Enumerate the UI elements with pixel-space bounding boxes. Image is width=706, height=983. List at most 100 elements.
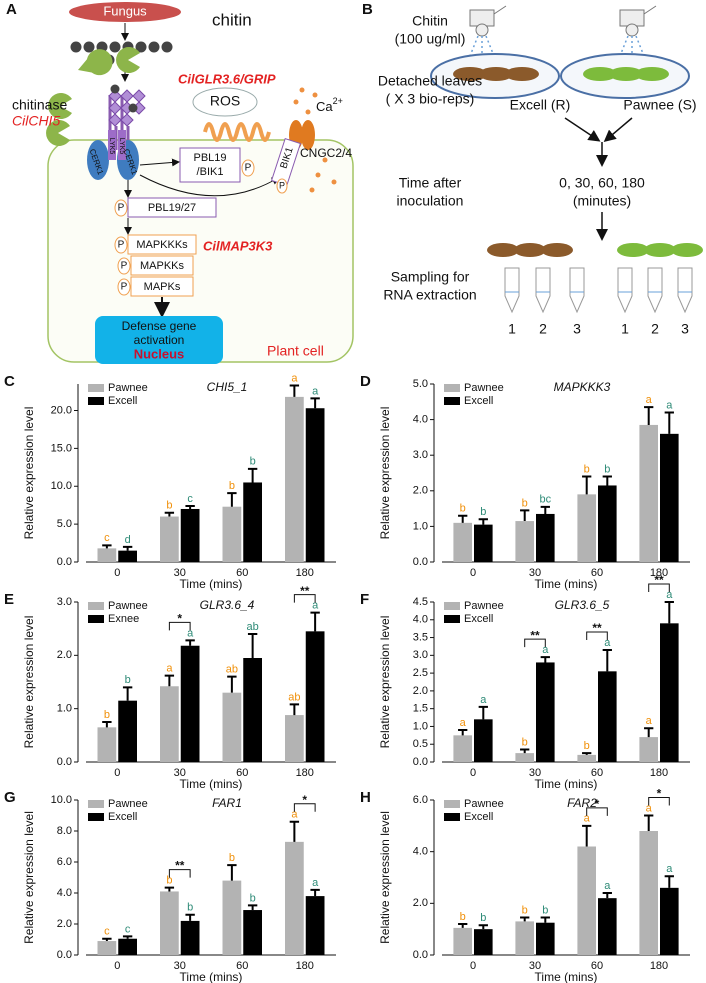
panel-label: D <box>360 373 371 390</box>
group-letter: a <box>604 880 611 892</box>
group-letter: b <box>104 709 110 721</box>
error-bar <box>664 601 674 624</box>
error-bar <box>289 384 300 397</box>
group-letter: a <box>646 394 653 406</box>
y-axis-title: Relative expression level <box>22 616 36 749</box>
legend-label: Pawnee <box>108 382 148 394</box>
step-label: Time after <box>399 175 462 191</box>
x-tick-label: 60 <box>591 567 603 579</box>
panel-label: E <box>4 591 14 608</box>
y-tick-label: 8.0 <box>57 825 72 837</box>
x-axis-title: Time (mins) <box>180 970 243 983</box>
error-bar <box>289 820 300 842</box>
group-letter: b <box>480 912 486 924</box>
group-letter: b <box>460 911 466 923</box>
phospho-label: P <box>118 203 125 214</box>
bar <box>660 887 679 955</box>
bar <box>639 424 658 562</box>
x-tick-label: 60 <box>236 960 248 972</box>
box-label: MAPKs <box>144 281 181 293</box>
group-letter: b <box>229 480 235 492</box>
error-bar <box>458 923 468 928</box>
channel-label: CNGC2/4 <box>300 146 352 160</box>
x-tick-label: 60 <box>236 567 248 579</box>
x-tick-label: 30 <box>529 960 541 972</box>
x-tick-label: 180 <box>650 767 668 779</box>
calcium-label: Ca2+ <box>316 96 343 114</box>
group-letter: a <box>646 715 653 727</box>
group-letter: b <box>229 852 235 864</box>
bar <box>660 623 679 762</box>
ros-cloud <box>192 87 258 117</box>
error-bar <box>122 935 133 939</box>
y-tick-label: 4.0 <box>413 614 428 626</box>
significance-bracket <box>586 807 608 816</box>
phospho-label: P <box>279 180 285 190</box>
y-tick-label: 10.0 <box>51 480 72 492</box>
bar <box>180 920 200 955</box>
bar <box>515 521 534 562</box>
chart-title: CHI5_1 <box>207 380 248 394</box>
group-letter: a <box>312 877 319 889</box>
legend-label: Excell <box>108 395 137 407</box>
chart-title: GLR3.6_4 <box>200 598 255 612</box>
error-bar <box>227 492 237 507</box>
bar <box>453 927 472 955</box>
significance-label: * <box>177 612 182 626</box>
bar <box>285 715 304 762</box>
legend-swatch <box>444 615 460 623</box>
legend-swatch <box>444 384 460 392</box>
y-tick-label: 3.0 <box>413 449 428 461</box>
chart-title: GLR3.6_5 <box>555 598 610 612</box>
legend-swatch <box>88 813 104 821</box>
bar <box>305 408 325 562</box>
y-tick-label: 4.0 <box>57 887 72 899</box>
bar <box>577 754 596 762</box>
error-bar <box>520 509 530 522</box>
group-letter: a <box>312 600 319 612</box>
x-tick-label: 0 <box>114 960 120 972</box>
group-letter: ab <box>247 621 259 633</box>
group-letter: b <box>584 463 590 475</box>
legend-label: Excell <box>464 613 493 625</box>
bar <box>222 506 242 562</box>
gene-label: CilGLR3.6/GRIP <box>178 71 276 86</box>
box-label: PBL19 <box>193 152 226 164</box>
x-axis-title: Time (mins) <box>180 777 243 791</box>
sprayers <box>469 5 657 37</box>
group-letter: a <box>584 813 591 825</box>
bar <box>97 727 117 762</box>
x-tick-label: 30 <box>174 767 186 779</box>
error-bar <box>247 904 258 911</box>
receptors <box>87 84 146 180</box>
significance-label: * <box>302 793 307 807</box>
nucleus-label: Nucleus <box>134 346 185 361</box>
error-bar <box>644 406 654 425</box>
bar <box>515 921 534 955</box>
error-bar <box>122 686 133 701</box>
step-label: RNA extraction <box>383 287 476 303</box>
x-tick-label: 0 <box>470 567 476 579</box>
chart-panel: H FAR2 Relative expression level 0.0 2.0 4.0 6… <box>360 787 690 983</box>
x-axis-title: Time (mins) <box>180 577 243 591</box>
bar <box>285 396 304 562</box>
x-axis-title: Time (mins) <box>535 777 598 791</box>
bar <box>515 753 534 762</box>
error-bar <box>310 397 320 409</box>
replicate-label: 3 <box>573 321 581 337</box>
error-bar <box>644 814 654 831</box>
step-label: Chitin <box>412 13 448 29</box>
petri-dishes <box>430 53 690 99</box>
legend-label: Pawnee <box>464 798 504 810</box>
bar <box>639 831 658 955</box>
panel-label: G <box>4 789 16 806</box>
x-tick-label: 60 <box>591 767 603 779</box>
panel-label: B <box>362 1 373 18</box>
group-letter: b <box>166 500 172 512</box>
cngc-channel <box>301 120 315 150</box>
phospho <box>117 278 131 296</box>
legend-swatch <box>88 397 104 405</box>
legend-label: Pawnee <box>464 600 504 612</box>
y-tick-label: 0.0 <box>413 756 428 768</box>
